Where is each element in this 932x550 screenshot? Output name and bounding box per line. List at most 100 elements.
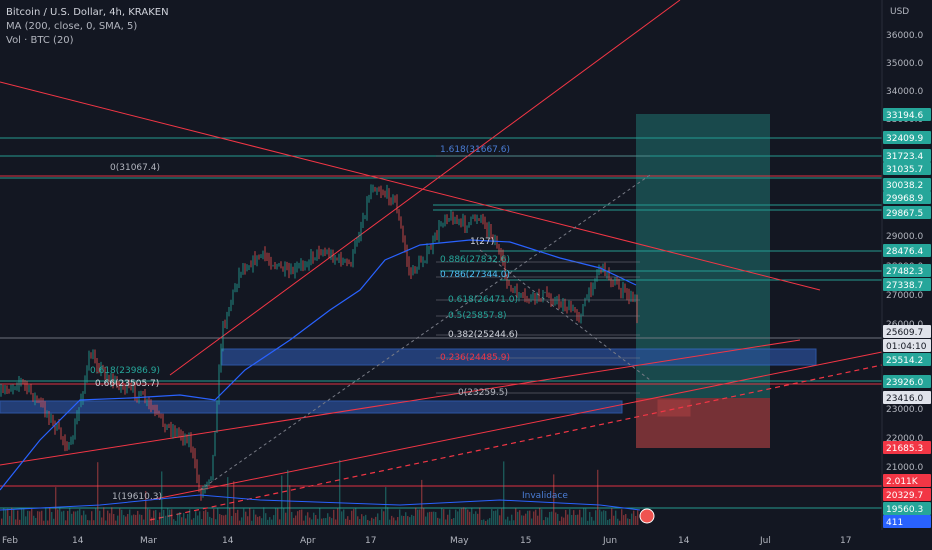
volume-bar <box>301 509 303 525</box>
volume-bar <box>117 515 119 525</box>
volume-bar <box>43 520 45 525</box>
volume-bar <box>157 520 159 525</box>
fib-label: 0(31067.4) <box>110 163 160 173</box>
volume-bar <box>113 514 115 525</box>
volume-bar <box>239 520 241 525</box>
volume-bar <box>257 516 259 525</box>
y-tick-label: 36000.0 <box>886 31 923 41</box>
volume-bar <box>465 507 467 525</box>
volume-bar <box>527 510 529 525</box>
volume-bar <box>275 507 277 525</box>
volume-bar <box>103 507 105 525</box>
y-tick-label: 35000.0 <box>886 59 923 69</box>
volume-bar <box>199 511 201 525</box>
volume-bar <box>285 512 287 525</box>
volume-bar <box>387 507 389 525</box>
volume-bar <box>309 517 311 525</box>
ma-indicator-label[interactable]: MA (200, close, 0, SMA, 5) <box>6 21 138 32</box>
volume-bar <box>89 520 91 525</box>
x-tick-label: Jul <box>759 536 771 546</box>
volume-bar <box>187 514 189 525</box>
price-badge <box>883 108 931 121</box>
volume-bar <box>407 516 409 525</box>
fib-label: 0.886(27832.6) <box>440 255 510 265</box>
price-badge <box>883 325 931 338</box>
volume-bar <box>1 518 3 525</box>
volume-bar <box>73 511 75 525</box>
volume-bar <box>107 510 109 525</box>
volume-bar <box>305 515 307 525</box>
volume-bar <box>633 510 635 525</box>
volume-bar <box>519 510 521 525</box>
volume-bar <box>403 516 405 525</box>
volume-bar <box>423 508 425 525</box>
volume-bar <box>591 516 593 525</box>
fib-label: 1(19610.3) <box>112 492 162 502</box>
trend-line <box>169 0 681 376</box>
long-position-stop-zone <box>636 398 770 448</box>
volume-bar <box>605 510 607 525</box>
volume-bar <box>485 520 487 525</box>
volume-bar <box>177 513 179 525</box>
volume-bar <box>595 510 597 525</box>
volume-bar <box>379 520 381 525</box>
volume-bar <box>599 509 601 525</box>
volume-indicator-label[interactable]: Vol · BTC (20) <box>6 35 74 46</box>
volume-bar <box>253 509 255 525</box>
x-tick-label: Mar <box>140 536 157 546</box>
price-badge-label: 01:04:10 <box>886 342 927 352</box>
price-badge <box>883 488 931 501</box>
volume-bar <box>489 518 491 525</box>
volume-bar <box>263 507 265 525</box>
volume-bar <box>603 510 605 525</box>
volume-bar <box>245 511 247 525</box>
volume-bar <box>635 515 637 525</box>
volume-bar <box>371 517 373 525</box>
x-tick-label: 15 <box>520 536 531 546</box>
volume-bar <box>399 509 401 525</box>
volume-bar <box>109 513 111 525</box>
volume-bar <box>443 509 445 525</box>
volume-bar <box>621 509 623 525</box>
chart-legend: Bitcoin / U.S. Dollar, 4h, KRAKEN MA (20… <box>6 6 169 48</box>
volume-bar <box>35 517 37 525</box>
volume-bar <box>419 509 421 525</box>
volume-bar <box>219 514 221 525</box>
volume-bar <box>215 519 217 525</box>
volume-bar <box>575 514 577 525</box>
volume-bar <box>279 519 281 525</box>
fib-label: 0.618(23986.9) <box>90 366 160 376</box>
volume-bar <box>183 512 185 525</box>
volume-bar <box>409 517 411 525</box>
volume-bar <box>449 509 451 525</box>
volume-bar <box>49 507 51 525</box>
volume-bar <box>11 507 13 525</box>
volume-bar <box>361 514 363 525</box>
volume-bar <box>569 509 571 525</box>
volume-bar <box>503 461 505 525</box>
volume-bar <box>549 511 551 525</box>
price-badge <box>883 474 931 487</box>
volume-bar <box>501 508 503 525</box>
volume-bar <box>31 508 33 525</box>
volume-bar <box>629 518 631 525</box>
volume-bar <box>355 507 357 525</box>
price-badge-label: 28476.4 <box>886 247 923 257</box>
price-badge <box>883 278 931 291</box>
volume-bar <box>249 508 251 525</box>
chart-title[interactable]: Bitcoin / U.S. Dollar, 4h, KRAKEN <box>6 7 169 18</box>
volume-bar <box>349 519 351 525</box>
volume-bar <box>221 514 223 525</box>
volume-bar <box>589 512 591 525</box>
volume-bar <box>321 518 323 525</box>
volume-bar <box>7 508 9 525</box>
volume-bar <box>295 515 297 525</box>
volume-bar <box>127 514 129 525</box>
price-badge <box>883 131 931 144</box>
volume-bar <box>563 517 565 525</box>
volume-bar <box>137 510 139 525</box>
volume-bar <box>509 520 511 525</box>
volume-bar <box>523 515 525 525</box>
volume-bar <box>311 519 313 525</box>
